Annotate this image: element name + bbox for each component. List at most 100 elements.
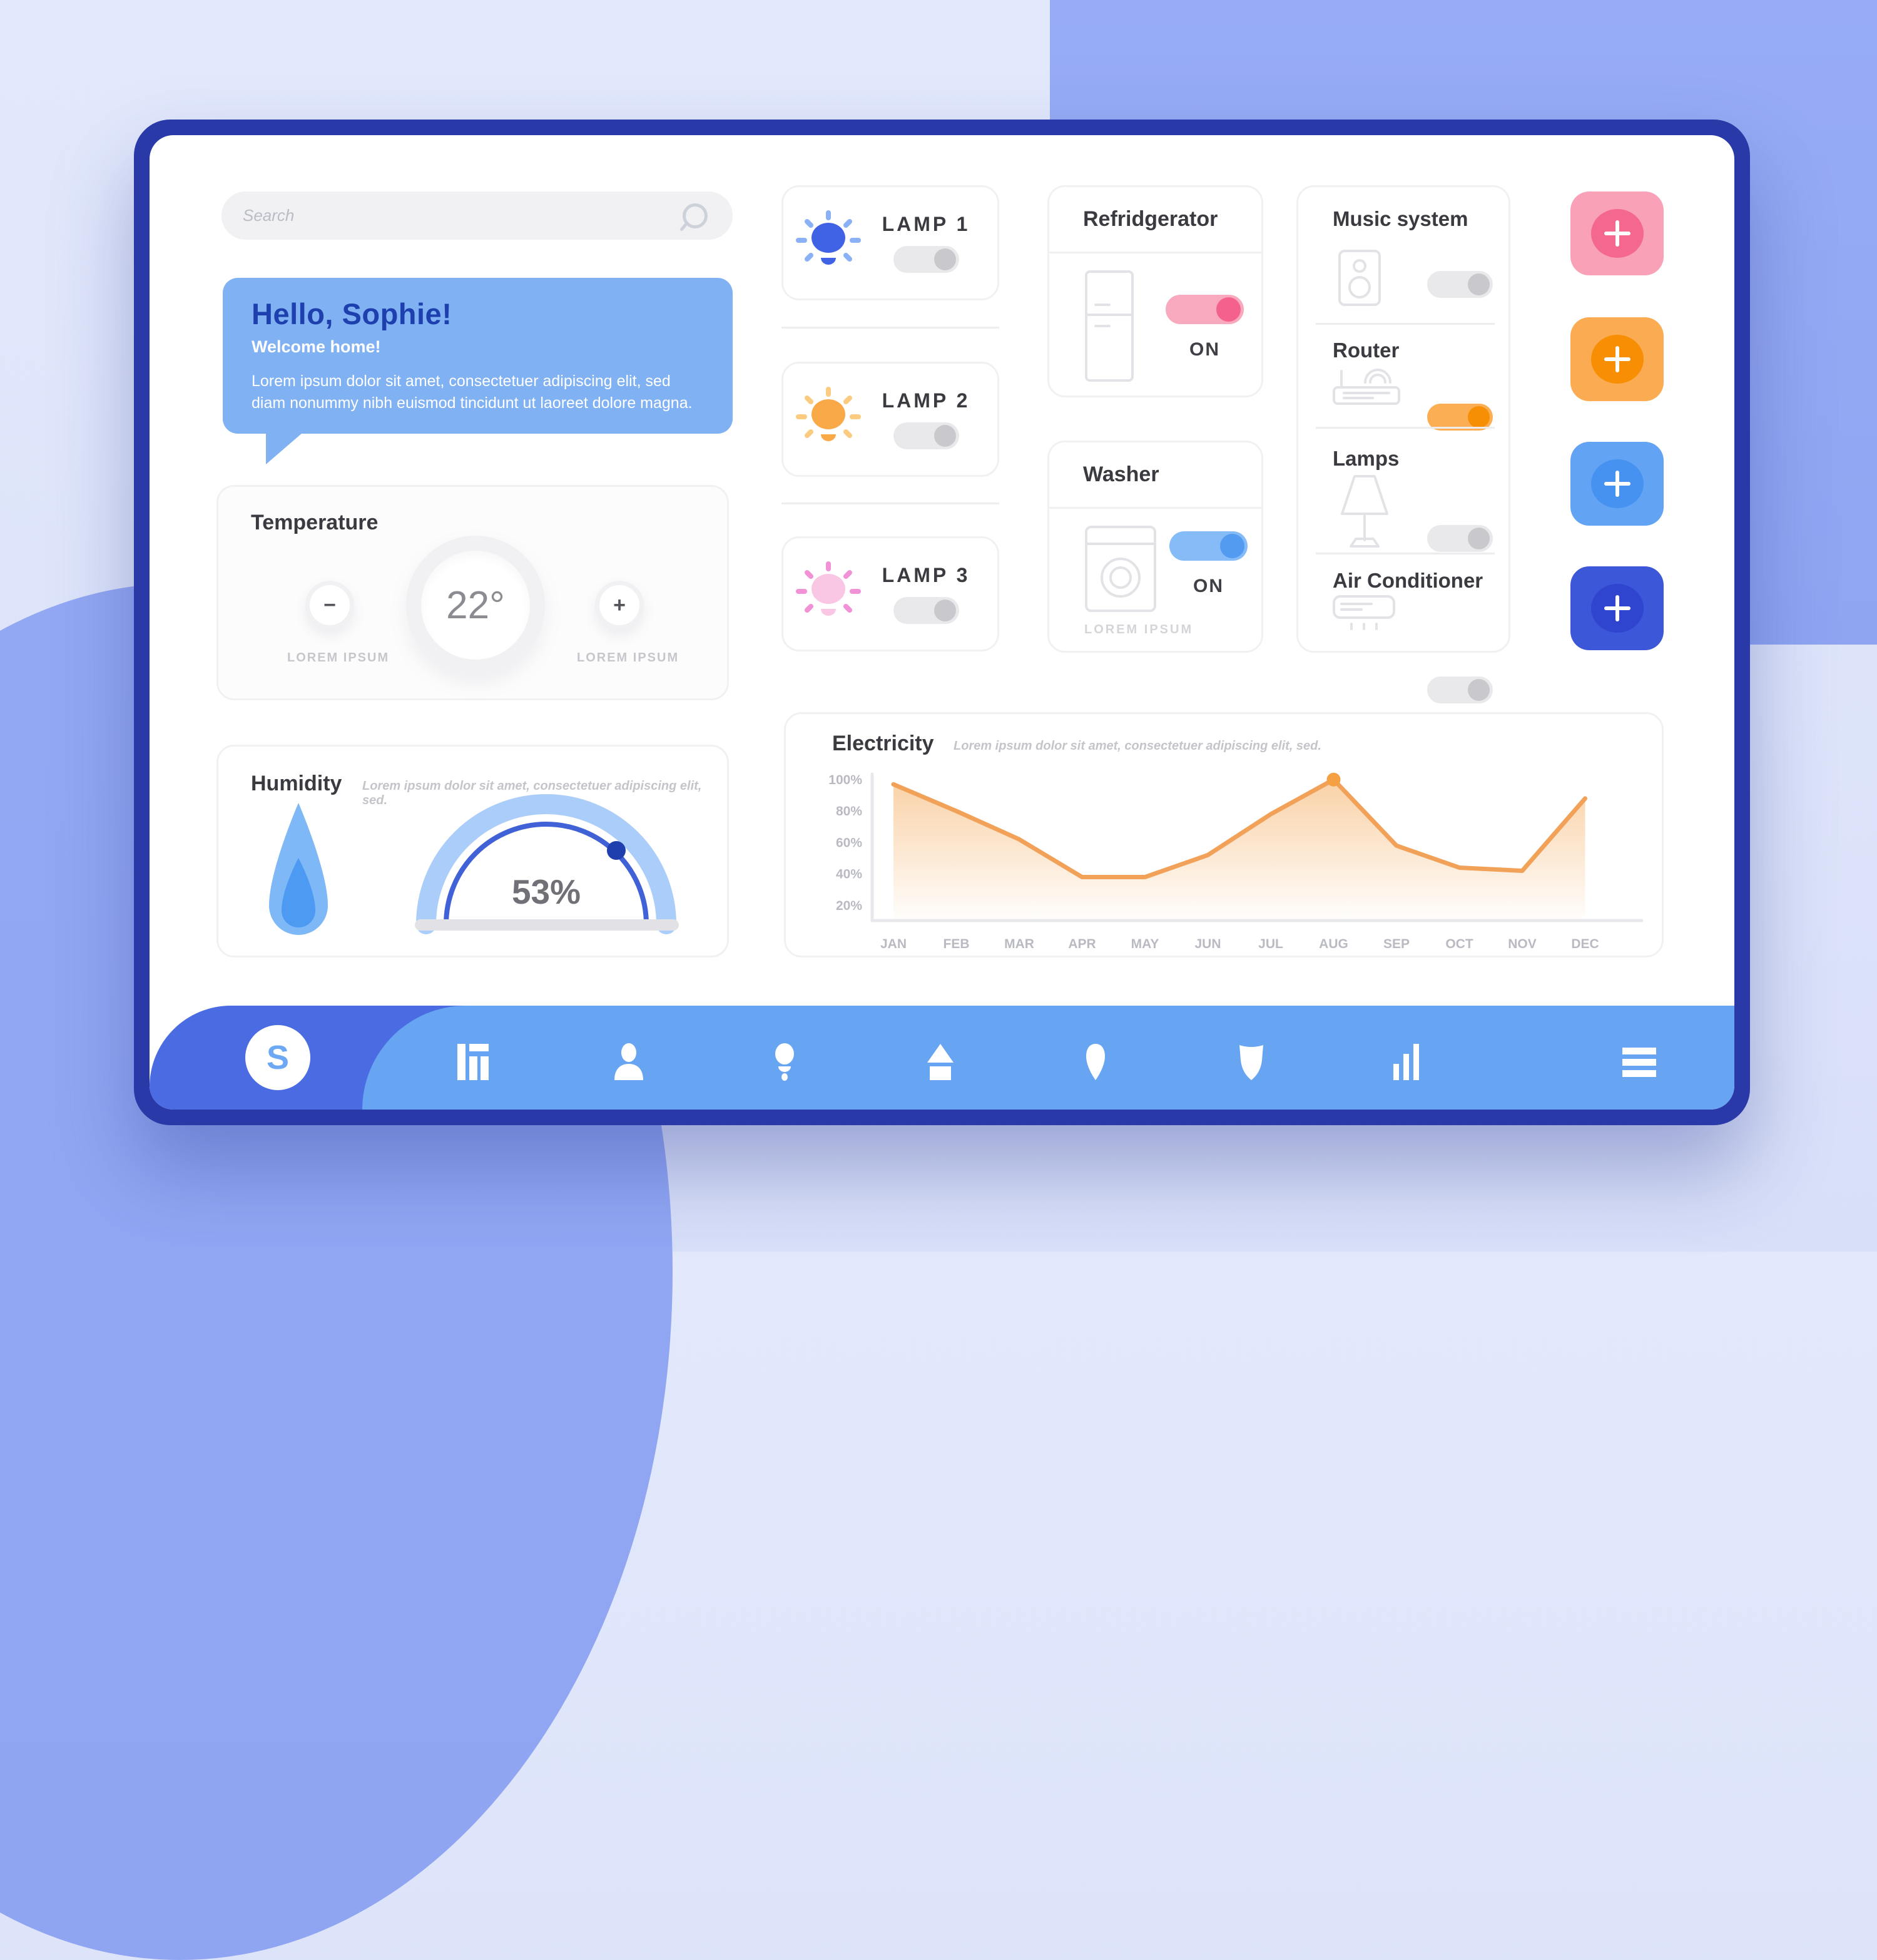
welcome-card: Hello, Sophie! Welcome home! Lorem ipsum… bbox=[223, 278, 733, 434]
refrigerator-icon bbox=[1085, 270, 1134, 382]
user-icon bbox=[614, 1043, 643, 1080]
add-device-button-orange[interactable] bbox=[1570, 317, 1664, 401]
menu-icon bbox=[1622, 1048, 1656, 1077]
refrigerator-card: Refridgerator ON bbox=[1047, 185, 1263, 397]
plus-icon bbox=[1590, 584, 1644, 633]
toggle-knob[interactable] bbox=[1468, 679, 1490, 701]
svg-text:40%: 40% bbox=[836, 867, 862, 882]
divider bbox=[1316, 553, 1495, 554]
electricity-chart: 100% 80% 60% 40% 20% JAN FEB MAR APR MAY JUN JUL AUG… bbox=[828, 772, 1644, 951]
svg-text:60%: 60% bbox=[836, 835, 862, 850]
nav-item-dashboard[interactable] bbox=[448, 1037, 498, 1087]
welcome-subtitle: Welcome home! bbox=[252, 337, 381, 356]
add-device-button-blue[interactable] bbox=[1570, 566, 1664, 650]
dashboard-screen: Hello, Sophie! Welcome home! Lorem ipsum… bbox=[150, 135, 1734, 1110]
nav-item-profile[interactable] bbox=[604, 1037, 654, 1087]
bar-chart-icon bbox=[1393, 1044, 1419, 1080]
svg-text:JAN: JAN bbox=[880, 937, 907, 951]
toggle-knob[interactable] bbox=[1468, 528, 1490, 549]
svg-text:20%: 20% bbox=[836, 899, 862, 913]
add-device-button-lightblue[interactable] bbox=[1570, 442, 1664, 526]
svg-text:AUG: AUG bbox=[1319, 937, 1348, 951]
air-conditioner-icon bbox=[1333, 595, 1395, 630]
device-toggle[interactable] bbox=[1427, 676, 1493, 703]
bulb-icon bbox=[793, 208, 863, 278]
refrigerator-title: Refridgerator bbox=[1083, 207, 1218, 231]
search-icon[interactable] bbox=[683, 203, 708, 228]
refrigerator-toggle[interactable] bbox=[1166, 295, 1244, 324]
welcome-title: Hello, Sophie! bbox=[252, 297, 452, 330]
toggle-knob[interactable] bbox=[1468, 406, 1490, 428]
electricity-title: Electricity bbox=[832, 732, 934, 755]
temperature-value: 22° bbox=[446, 583, 505, 627]
toggle-knob[interactable] bbox=[933, 425, 956, 447]
washer-title: Washer bbox=[1083, 462, 1159, 486]
humidity-gauge[interactable] bbox=[406, 785, 688, 936]
nav-item-stats[interactable] bbox=[1381, 1037, 1432, 1087]
welcome-body: Lorem ipsum dolor sit amet, consectetuer… bbox=[252, 372, 693, 412]
device-toggle[interactable] bbox=[1427, 525, 1493, 552]
humidity-card: Humidity Lorem ipsum dolor sit amet, con… bbox=[216, 745, 729, 957]
search-input[interactable] bbox=[221, 205, 683, 226]
temperature-dial[interactable]: 22° bbox=[406, 536, 545, 675]
temperature-increase-button[interactable]: + bbox=[595, 581, 644, 630]
electricity-subtitle: Lorem ipsum dolor sit amet, consectetuer… bbox=[954, 739, 1321, 753]
nav-item-menu[interactable] bbox=[1614, 1037, 1664, 1087]
plus-icon bbox=[1590, 209, 1644, 258]
device-label: Music system bbox=[1333, 207, 1468, 230]
svg-text:MAY: MAY bbox=[1131, 937, 1159, 951]
plus-icon: + bbox=[613, 593, 626, 617]
lamp-label: LAMP 3 bbox=[882, 564, 970, 586]
brand-initial: S bbox=[266, 1039, 290, 1076]
add-device-button-pink[interactable] bbox=[1570, 191, 1664, 275]
dashboard-icon bbox=[457, 1044, 489, 1080]
minus-icon: − bbox=[323, 593, 336, 617]
svg-text:MAR: MAR bbox=[1004, 937, 1034, 951]
svg-text:FEB: FEB bbox=[944, 937, 970, 951]
lamp-card: LAMP 1 bbox=[781, 185, 999, 300]
gauge-handle[interactable] bbox=[607, 841, 626, 860]
lamp-toggle[interactable] bbox=[893, 246, 959, 273]
welcome-card-tail bbox=[266, 433, 302, 464]
plus-icon bbox=[1590, 335, 1644, 384]
lamp-toggle[interactable] bbox=[893, 597, 959, 624]
device-toggle[interactable] bbox=[1427, 271, 1493, 298]
humidity-value: 53% bbox=[511, 872, 581, 911]
svg-text:JUN: JUN bbox=[1194, 937, 1221, 951]
lamp-label: LAMP 2 bbox=[882, 389, 970, 412]
plus-icon bbox=[1590, 459, 1644, 508]
toggle-knob[interactable] bbox=[933, 248, 956, 270]
router-icon bbox=[1333, 369, 1400, 405]
brand-logo[interactable]: S bbox=[245, 1025, 310, 1090]
lamp-card: LAMP 2 bbox=[781, 362, 999, 477]
toggle-knob[interactable] bbox=[933, 600, 956, 621]
bulb-icon bbox=[793, 559, 863, 629]
devices-card: Music system Router Lamps bbox=[1296, 185, 1510, 703]
speaker-icon bbox=[1338, 250, 1381, 306]
svg-text:JUL: JUL bbox=[1258, 937, 1283, 951]
search-bar[interactable] bbox=[221, 191, 733, 240]
lamp-label: LAMP 1 bbox=[882, 213, 970, 235]
nav-item-security[interactable] bbox=[1226, 1037, 1276, 1087]
svg-text:DEC: DEC bbox=[1571, 937, 1599, 951]
nav-item-location[interactable] bbox=[1071, 1037, 1121, 1087]
washer-toggle[interactable] bbox=[1169, 531, 1248, 561]
location-pin-icon bbox=[1086, 1044, 1105, 1080]
lamp-icon bbox=[1341, 475, 1388, 548]
svg-text:NOV: NOV bbox=[1508, 937, 1537, 951]
nav-item-home[interactable] bbox=[915, 1037, 965, 1087]
washer-caption: LOREM IPSUM bbox=[1084, 623, 1194, 636]
toggle-knob[interactable] bbox=[1216, 297, 1241, 322]
nav-item-lights[interactable] bbox=[760, 1037, 810, 1087]
temperature-decrease-caption: LOREM IPSUM bbox=[287, 651, 390, 665]
washer-status: ON bbox=[1193, 576, 1224, 596]
divider bbox=[1049, 252, 1261, 253]
temperature-decrease-button[interactable]: − bbox=[305, 581, 354, 630]
toggle-knob[interactable] bbox=[1220, 534, 1244, 558]
device-toggle[interactable] bbox=[1427, 404, 1493, 431]
toggle-knob[interactable] bbox=[1468, 273, 1490, 295]
nav-bar bbox=[362, 1006, 1734, 1110]
device-label: Air Conditioner bbox=[1333, 569, 1483, 592]
bulb-icon bbox=[793, 384, 863, 454]
lamp-toggle[interactable] bbox=[893, 422, 959, 449]
